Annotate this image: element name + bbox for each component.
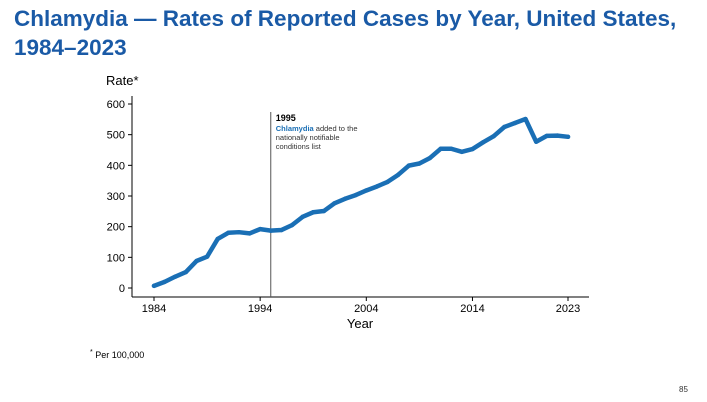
data-point <box>151 283 157 289</box>
data-point <box>406 163 411 168</box>
y-tick-label: 200 <box>107 222 125 234</box>
footnote-text: Per 100,000 <box>92 350 145 360</box>
data-point <box>300 214 305 220</box>
footnote: * Per 100,000 <box>90 349 144 360</box>
annotation-highlight: Chlamydia <box>276 124 315 133</box>
slide-title: Chlamydia — Rates of Reported Cases by Y… <box>14 6 677 60</box>
y-tick-label: 300 <box>107 191 125 203</box>
data-point <box>342 196 348 201</box>
page-number: 85 <box>679 385 688 394</box>
data-point <box>417 161 422 166</box>
data-point <box>194 258 199 264</box>
rate-series-line <box>151 116 571 289</box>
data-point <box>555 133 560 138</box>
data-point <box>385 179 390 185</box>
data-point <box>470 146 475 152</box>
x-tick-label: 1994 <box>248 303 272 315</box>
x-tick-label: 2023 <box>556 303 580 315</box>
data-point <box>523 116 528 122</box>
data-point <box>236 229 242 235</box>
data-point <box>544 133 549 139</box>
annotation-text-line1: Chlamydia added to the <box>276 124 358 133</box>
data-point <box>353 192 358 198</box>
data-point <box>491 134 496 139</box>
data-point <box>438 146 443 151</box>
annotation-year: 1995 <box>276 113 296 123</box>
data-points <box>151 116 571 289</box>
data-point <box>332 201 337 206</box>
x-axis-label: Year <box>347 316 374 331</box>
data-point <box>364 188 369 193</box>
data-point <box>204 254 210 259</box>
data-point <box>565 134 571 140</box>
data-point <box>321 208 327 214</box>
annotation-text-line2: nationally notifiable <box>276 133 340 142</box>
y-axis-ticks: 0 100 200 300 400 500 600 <box>107 99 132 295</box>
x-tick-label: 2014 <box>460 303 484 315</box>
y-tick-label: 500 <box>107 130 125 142</box>
y-tick-label: 600 <box>107 99 125 111</box>
y-axis-label: Rate* <box>106 73 139 88</box>
x-axis-ticks: 1984 1994 2004 2014 2023 <box>142 297 580 315</box>
data-point <box>449 146 454 151</box>
data-point <box>480 140 486 145</box>
data-point <box>533 139 539 144</box>
data-point <box>173 274 178 279</box>
data-point <box>162 279 167 285</box>
data-point <box>215 236 220 242</box>
x-tick-label: 2004 <box>354 303 378 315</box>
annotation-text-line3: conditions list <box>276 142 322 151</box>
data-point <box>311 210 316 215</box>
x-tick-label: 1984 <box>142 303 166 315</box>
data-point <box>247 231 252 236</box>
y-tick-label: 0 <box>119 283 125 295</box>
data-point <box>268 228 273 233</box>
footnote-marker: * <box>90 349 93 356</box>
data-point <box>459 149 465 155</box>
data-point <box>374 184 380 189</box>
y-tick-label: 100 <box>107 252 125 264</box>
annotation-text-1: added to the <box>314 124 358 133</box>
data-point <box>395 172 401 178</box>
data-point <box>427 155 433 161</box>
data-point <box>257 226 263 232</box>
data-point <box>502 124 507 130</box>
data-point <box>512 120 518 126</box>
y-tick-label: 400 <box>107 160 125 172</box>
data-point <box>226 230 231 235</box>
data-point <box>289 222 295 228</box>
data-point <box>279 227 284 233</box>
data-point <box>183 269 189 275</box>
